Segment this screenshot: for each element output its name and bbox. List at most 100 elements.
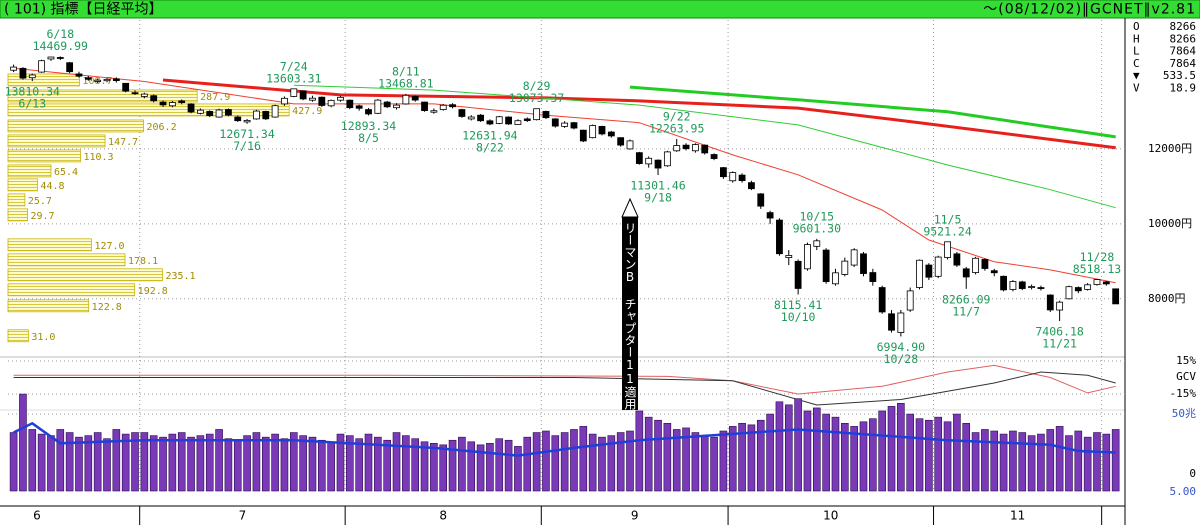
candle-body <box>635 152 643 164</box>
candle-body <box>729 172 737 182</box>
candle-body <box>28 74 36 79</box>
profile-bar <box>7 238 92 252</box>
y-tick-label: 8000円 <box>1148 292 1186 305</box>
volume-bar <box>672 429 681 492</box>
volume-bar <box>514 446 522 492</box>
candle-body <box>1018 281 1026 289</box>
gcv-title: GCV <box>1176 370 1196 383</box>
volume-bar <box>560 432 569 492</box>
candle-body <box>393 104 400 109</box>
profile-label: 178.1 <box>128 256 158 267</box>
volume-bar <box>775 401 784 492</box>
volume-bar <box>1027 435 1036 492</box>
volume-bar <box>812 407 821 492</box>
candle-body <box>972 257 979 273</box>
annotation-date: 10/15 <box>799 209 834 223</box>
candle-body <box>458 109 466 117</box>
volume-bar <box>392 432 401 492</box>
candle-body <box>281 97 288 105</box>
candle-body <box>804 244 811 270</box>
gcv-tick-label: 15% <box>1176 354 1196 367</box>
profile-label: 235.1 <box>165 271 195 282</box>
volume-bar <box>140 432 149 492</box>
candle-body <box>832 272 839 285</box>
volume-bar <box>691 432 700 492</box>
quote-label: L <box>1133 45 1140 58</box>
candle-body <box>691 144 699 152</box>
candle-body <box>140 93 148 97</box>
candle-body <box>766 212 774 219</box>
annotation-price: 12893.34 <box>341 119 396 133</box>
volume-bar <box>9 432 18 492</box>
annotation-date: 8/11 <box>392 64 420 78</box>
candle-body <box>168 102 176 107</box>
volume-tick-label: 50兆 <box>1172 407 1196 420</box>
candle-body <box>570 122 578 129</box>
candle-body <box>75 73 83 77</box>
candle-body <box>813 240 821 247</box>
profile-bar <box>7 178 38 192</box>
volume-bar <box>841 423 849 492</box>
volume-average <box>13 421 1116 457</box>
candle-body <box>56 57 64 59</box>
volume-bar <box>719 430 728 492</box>
candle-body <box>477 114 484 122</box>
volume-bar <box>187 436 195 492</box>
volume-bar <box>233 439 242 492</box>
volume-bar <box>878 410 886 492</box>
annotation-date: 11/7 <box>952 304 980 318</box>
volume-bar <box>1065 435 1073 492</box>
candle-body <box>822 249 830 283</box>
candle-body <box>617 137 625 146</box>
quote-value: 8266 <box>1170 32 1197 45</box>
candle-body <box>309 97 316 101</box>
candle-body <box>579 129 587 142</box>
header-title: ( 101) 指標【日経平均】 <box>4 2 163 18</box>
profile-label: 427.9 <box>292 106 322 117</box>
candle-body <box>374 99 382 114</box>
candle-body <box>533 108 541 121</box>
candle-body <box>262 111 270 120</box>
volume-bar <box>1018 432 1027 492</box>
volume-bar <box>756 419 765 492</box>
header-info: 〜(08/12/02)‖GCNET‖v2.81 <box>983 2 1196 18</box>
volume-bar <box>1037 433 1045 492</box>
candle-body <box>1037 287 1045 289</box>
volume-bar <box>747 424 756 492</box>
volume-bar <box>542 430 550 492</box>
candle-body <box>710 154 718 159</box>
annotation-date: 10/28 <box>884 352 919 366</box>
header-bar <box>0 0 1200 19</box>
volume-bar <box>289 432 298 492</box>
volume-bar <box>215 429 223 492</box>
volume-bar <box>271 433 279 492</box>
candle-body <box>654 159 662 169</box>
volume-bar <box>551 435 560 492</box>
annotation-date: 11/21 <box>1042 337 1077 351</box>
moving-average <box>162 78 1116 150</box>
candle-body <box>1112 288 1120 305</box>
annotation-price: 13468.81 <box>378 76 433 90</box>
volume-bar <box>467 441 476 492</box>
candle-body <box>1084 284 1092 290</box>
volume-bar <box>728 426 737 492</box>
candle-body <box>551 118 559 127</box>
annotation-date: 6/18 <box>46 27 74 41</box>
candle-body <box>430 110 438 113</box>
profile-label: 29.7 <box>31 211 55 222</box>
annotation-date: 10/10 <box>781 310 816 324</box>
volume-bar <box>327 441 335 492</box>
candle-body <box>402 94 410 105</box>
profile-label: 25.7 <box>28 196 52 207</box>
candle-body <box>449 104 456 108</box>
volume-bar <box>504 439 513 492</box>
profile-label: 147.7 <box>108 137 138 148</box>
candle-body <box>206 111 214 117</box>
volume-bar <box>383 439 391 492</box>
volume-bar <box>205 433 214 492</box>
volume-bar <box>364 433 373 492</box>
volume-bar <box>402 435 410 492</box>
annotation-price: 13073.37 <box>509 91 564 105</box>
volume-bar <box>887 406 896 492</box>
candle-body <box>794 260 802 289</box>
